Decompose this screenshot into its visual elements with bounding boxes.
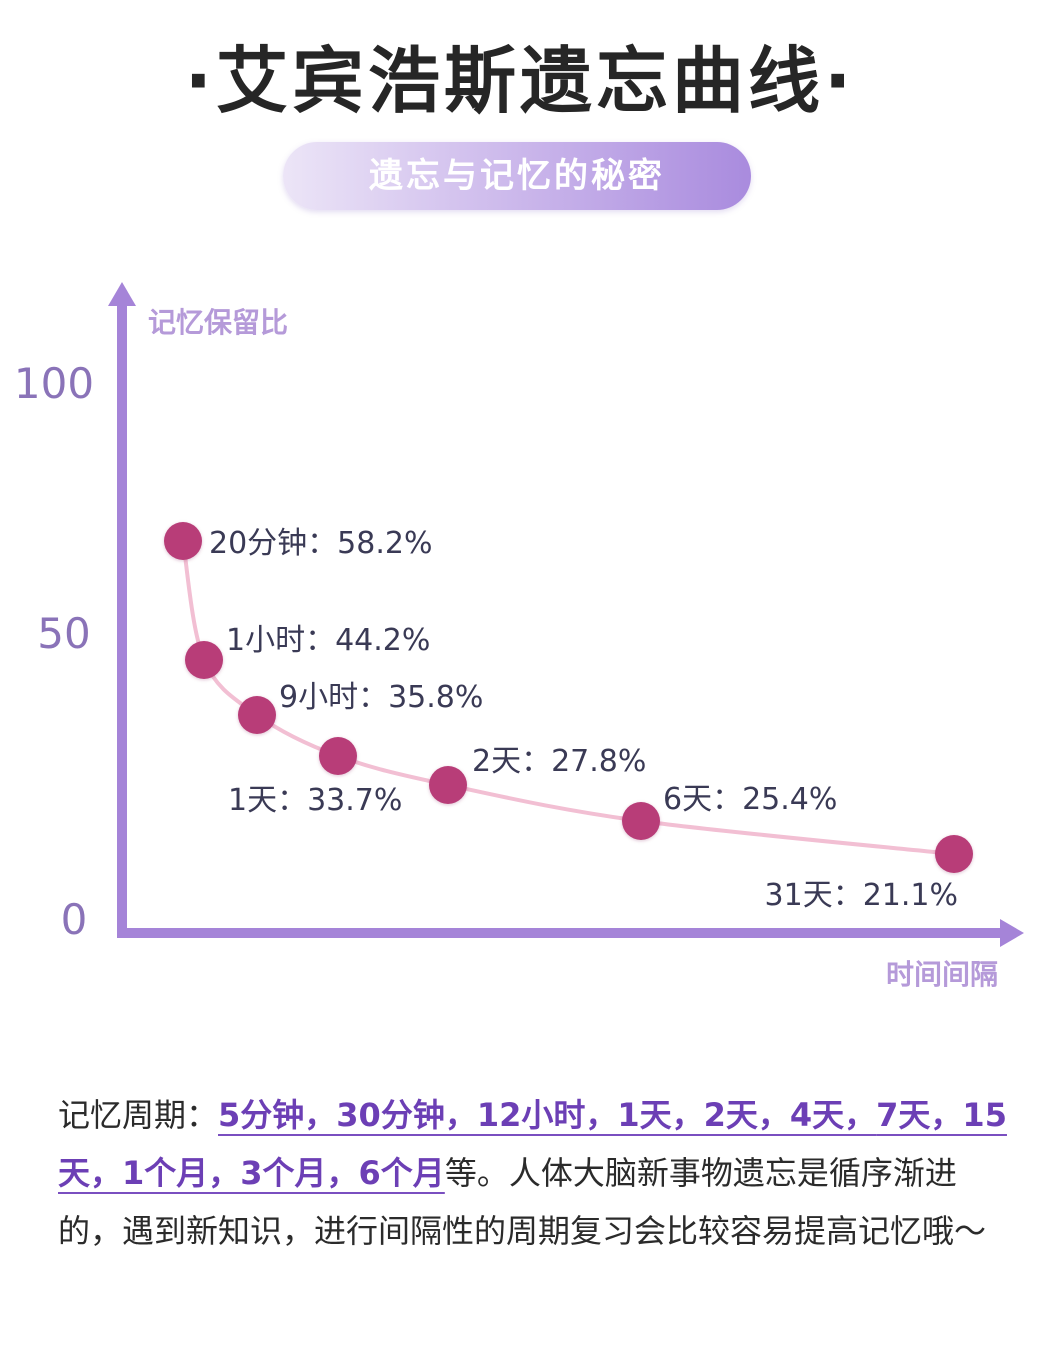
description-rest: 等。人体大脑新事物遗忘是循序渐进的，遇到新知识，进行间隔性的周期复习会比较容易提…: [58, 1154, 987, 1250]
page-title: ·艾宾浩斯遗忘曲线·: [184, 39, 856, 123]
forgetting-curve-chart: 记忆保留比 时间间隔 100 50 0 20分钟：58.2% 1小时：44.2% 9…: [14, 282, 1024, 991]
y-axis-line: [117, 300, 127, 938]
data-point-3: [238, 696, 276, 734]
data-label-7: 31天：21.1%: [765, 878, 958, 913]
description-highlight-2: 7天，15天，1个月，3个月，6个月: [58, 1096, 1007, 1192]
y-axis-arrow: [108, 282, 136, 306]
description-highlight-1: 5分钟，30分钟，12小时，1天，2天，4天，: [218, 1096, 877, 1134]
y-tick-100: 100: [14, 359, 94, 408]
y-tick-0: 0: [61, 895, 88, 944]
x-axis-arrow: [1000, 919, 1024, 947]
description-prefix: 记忆周期：: [58, 1096, 219, 1134]
data-label-1: 20分钟：58.2%: [209, 526, 432, 561]
data-label-3: 9小时：35.8%: [279, 680, 483, 715]
data-label-2: 1小时：44.2%: [226, 623, 430, 658]
subtitle-pill: [283, 142, 751, 210]
data-label-4: 1天：33.7%: [228, 783, 402, 818]
labels-layer: 20分钟：58.2% 1小时：44.2% 9小时：35.8% 1天：33.7% 2天：2…: [209, 526, 958, 913]
data-point-7: [935, 835, 973, 873]
y-tick-50: 50: [37, 609, 90, 658]
subtitle-text: 遗忘与记忆的秘密: [369, 156, 665, 196]
chart-axes: [108, 282, 1024, 947]
data-label-5: 2天：27.8%: [472, 744, 646, 779]
data-point-6: [622, 802, 660, 840]
data-point-2: [185, 641, 223, 679]
x-axis-line: [117, 928, 1005, 938]
memory-cycle-description: 记忆周期：5分钟，30分钟，12小时，1天，2天，4天，7天，15天，1个月，3…: [58, 1086, 1008, 1260]
x-axis-label: 时间间隔: [886, 958, 998, 991]
data-point-5: [429, 766, 467, 804]
y-axis-label: 记忆保留比: [148, 306, 288, 339]
points-layer: [164, 522, 973, 873]
data-point-4: [319, 737, 357, 775]
data-label-6: 6天：25.4%: [663, 782, 837, 817]
data-point-1: [164, 522, 202, 560]
